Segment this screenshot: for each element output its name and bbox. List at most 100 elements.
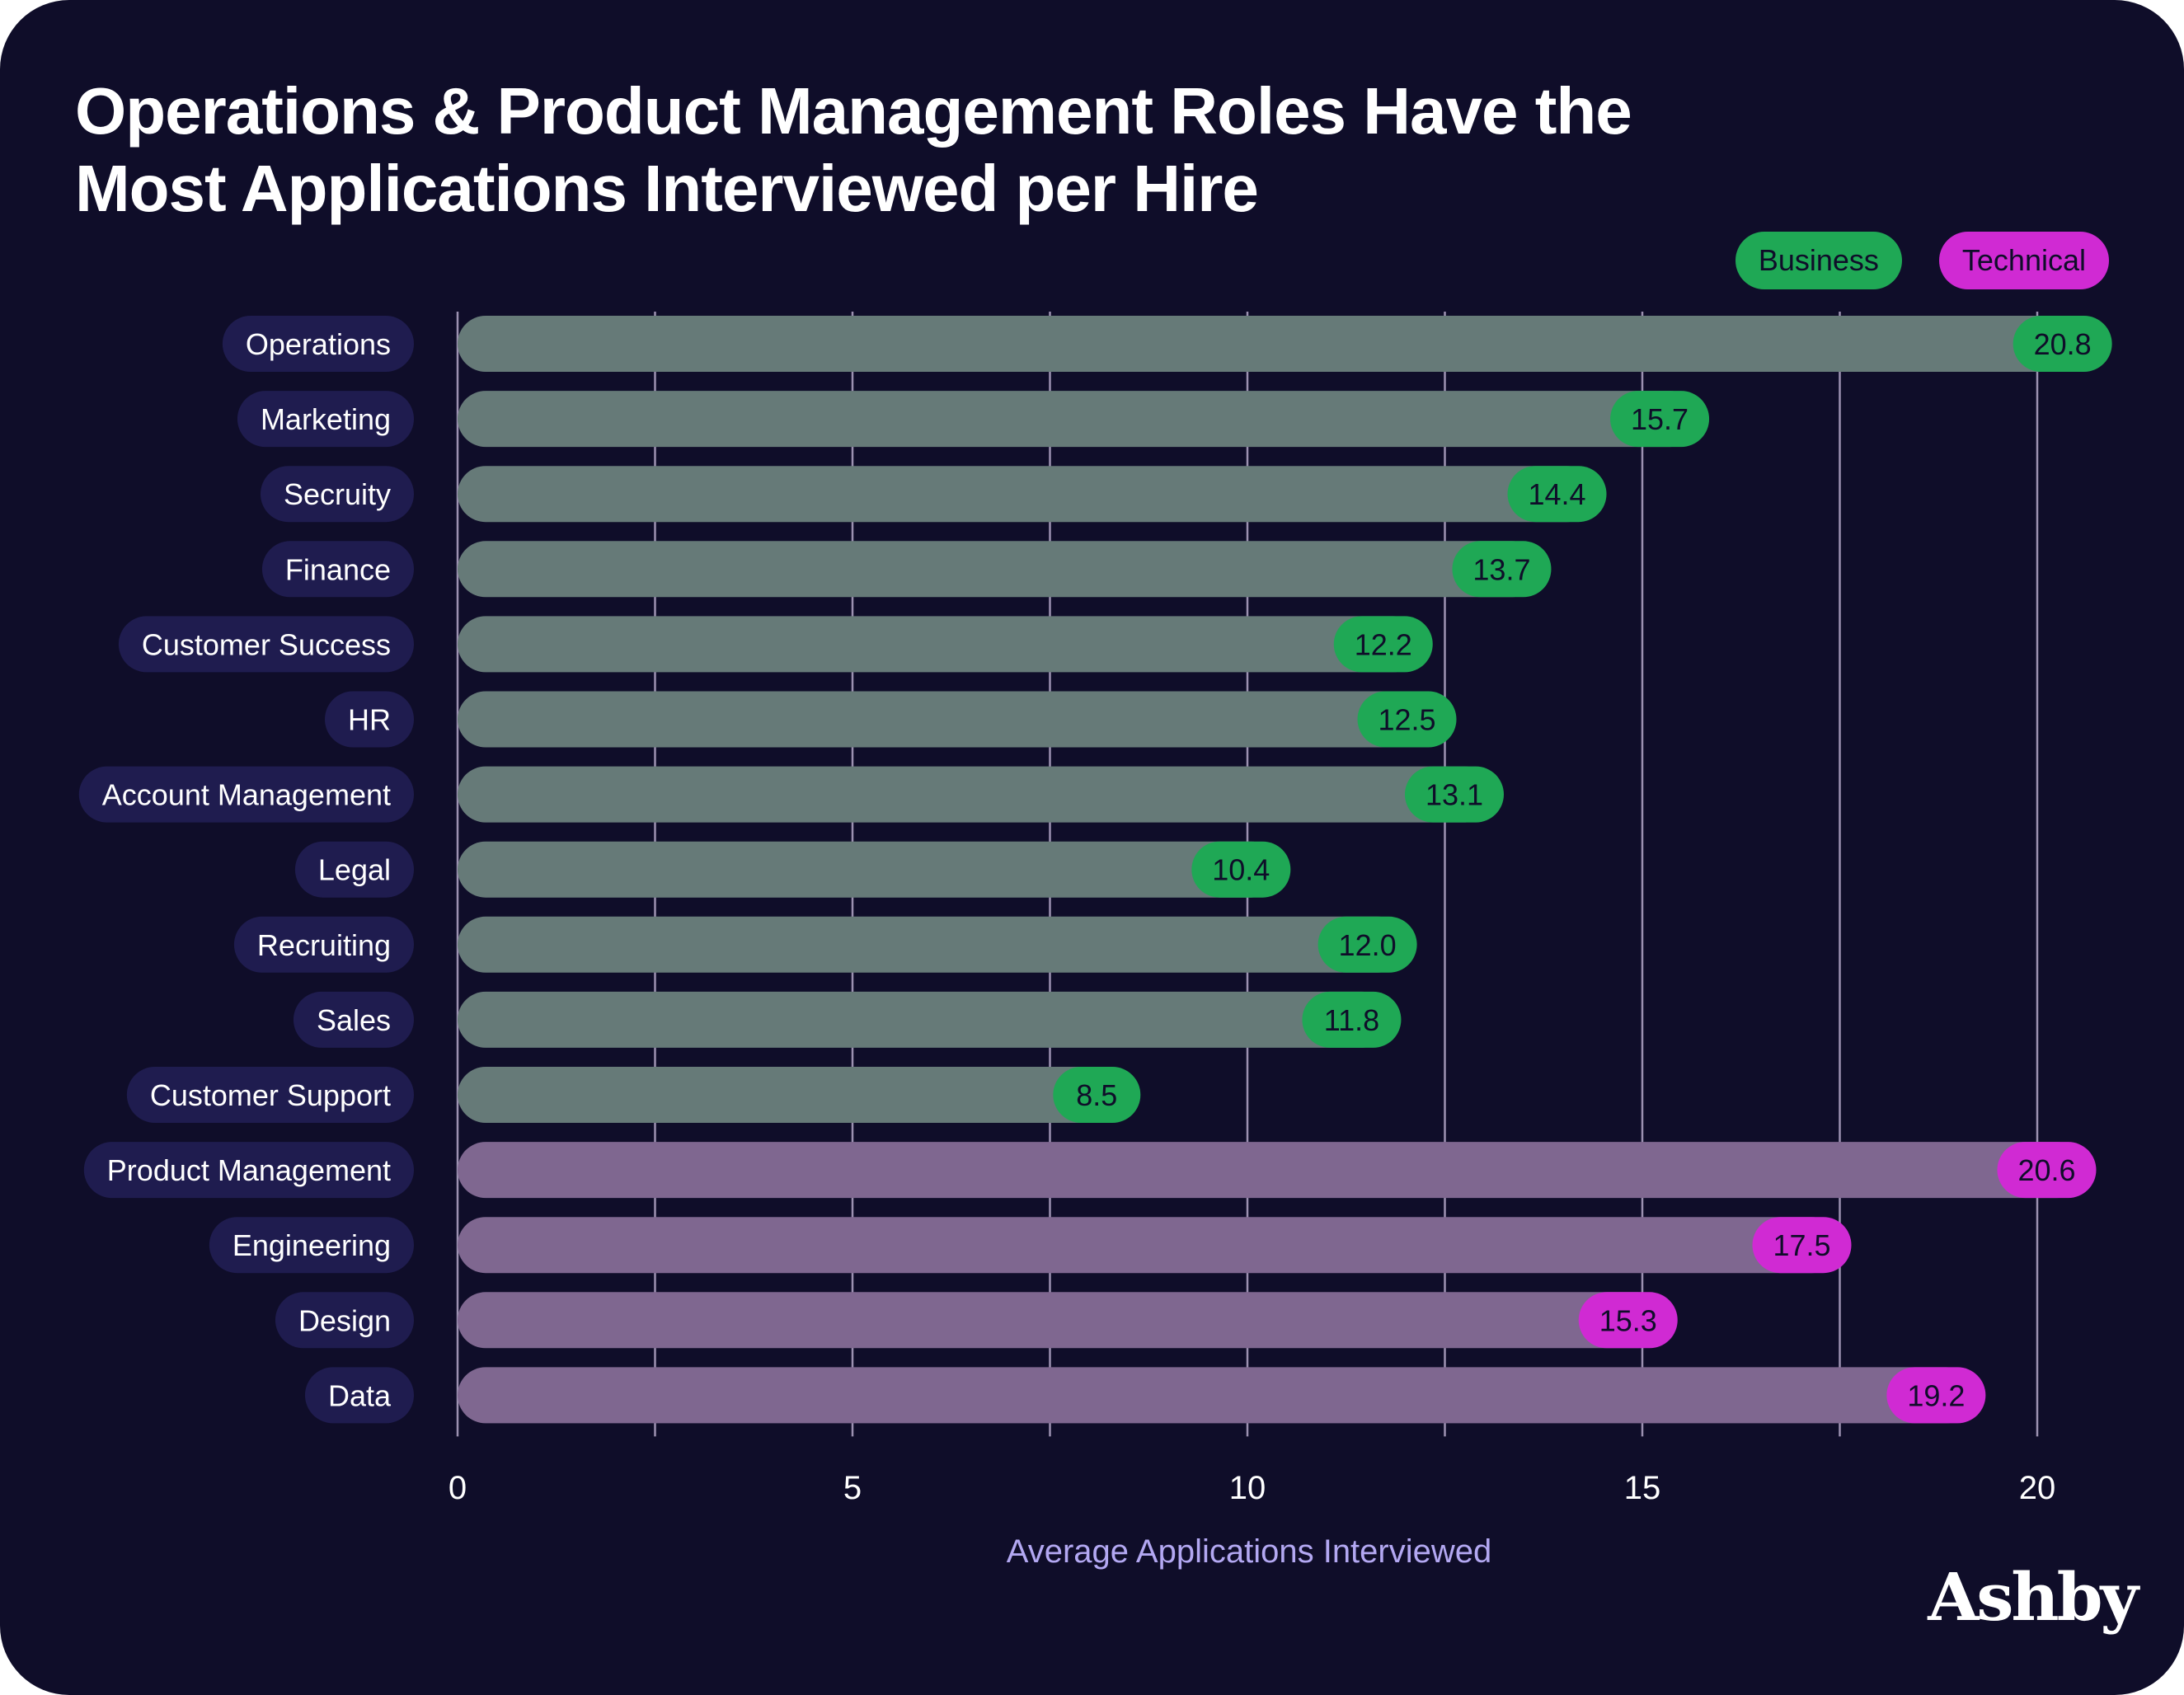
bar (458, 916, 1406, 973)
bar (458, 1217, 1840, 1274)
category-pill: Finance (261, 541, 414, 598)
category-label: Product Management (107, 1153, 391, 1187)
bar (458, 1367, 1975, 1424)
category-label: Legal (318, 853, 391, 887)
x-tick-label: 5 (843, 1470, 862, 1506)
x-tick-label: 0 (449, 1470, 467, 1506)
bar (458, 466, 1595, 523)
category-pill-bg (304, 1367, 414, 1424)
category-pill-bg (260, 466, 414, 523)
category-pill-bg (261, 541, 414, 598)
category-label: HR (348, 703, 391, 737)
category-pill: HR (325, 691, 414, 748)
category-pill: Legal (294, 841, 414, 898)
value-label: 15.3 (1599, 1303, 1657, 1337)
x-axis-title: Average Applications Interviewed (1007, 1533, 1492, 1570)
category-pill-bg (325, 691, 414, 748)
value-pill (1452, 541, 1552, 598)
value-label: 17.5 (1773, 1228, 1830, 1262)
category-pill-bg (293, 991, 414, 1048)
value-label: 20.8 (2034, 327, 2092, 361)
value-pill (1507, 466, 1607, 523)
bar (458, 841, 1280, 898)
value-pill (1404, 766, 1504, 823)
value-pill (1752, 1217, 1852, 1274)
value-pill (1317, 916, 1417, 973)
bar (458, 1142, 2085, 1199)
chart-title: Operations & Product Management Roles Ha… (75, 74, 1632, 225)
category-label: Design (298, 1303, 391, 1337)
value-label: 14.4 (1528, 477, 1585, 511)
value-pill (1333, 616, 1433, 673)
category-pill: Customer Success (118, 616, 414, 673)
category-label: Sales (317, 1003, 391, 1037)
bar (458, 691, 1445, 748)
bar (458, 616, 1421, 673)
value-label: 19.2 (1907, 1378, 1965, 1412)
value-pill (1578, 1292, 1678, 1349)
bar (458, 766, 1492, 823)
category-labels: Operations Marketing Secruity Finance Custom… (78, 316, 414, 1424)
x-tick-label: 10 (1229, 1470, 1266, 1506)
bar (458, 991, 1390, 1048)
value-label: 12.0 (1339, 928, 1397, 962)
value-label: 12.2 (1355, 627, 1412, 661)
category-label: Data (328, 1378, 392, 1412)
category-label: Recruiting (257, 928, 391, 962)
value-label: 13.1 (1425, 778, 1483, 812)
value-pill (1886, 1367, 1986, 1424)
category-pill-bg (233, 916, 414, 973)
bar (458, 316, 2101, 372)
category-label: Customer Success (142, 627, 391, 661)
category-pill: Data (304, 1367, 414, 1424)
bar (458, 391, 1698, 448)
bars: 20.8 15.7 14.4 13.7 12.2 12.5 13.1 10.4 12.0 11.8… (458, 316, 2112, 1424)
category-pill-bg (275, 1292, 414, 1349)
category-pill: Marketing (237, 391, 414, 448)
category-pill-bg (126, 1067, 414, 1123)
category-pill: Operations (222, 316, 414, 372)
category-label: Operations (246, 327, 391, 361)
category-pill: Recruiting (233, 916, 414, 973)
category-pill: Secruity (260, 466, 414, 523)
category-label: Finance (285, 552, 391, 586)
x-axis-ticks: 0 5 10 15 20 (449, 1470, 2055, 1506)
value-label: 20.6 (2017, 1153, 2075, 1187)
category-pill-bg (118, 616, 414, 673)
category-pill-bg (222, 316, 414, 372)
category-label: Customer Support (150, 1078, 391, 1112)
value-pill (2013, 316, 2112, 372)
legend: Business Technical (1735, 232, 2109, 289)
category-pill-bg (209, 1217, 414, 1274)
legend-item-technical: Technical (1938, 232, 2109, 289)
category-pill: Product Management (83, 1142, 414, 1199)
category-label: Marketing (261, 402, 391, 436)
bar (458, 1067, 1130, 1123)
ashby-logo: Ashby (1928, 1558, 2139, 1636)
value-pill (1610, 391, 1710, 448)
category-label: Account Management (102, 778, 391, 812)
legend-item-business: Business (1735, 232, 1902, 289)
value-label: 13.7 (1472, 552, 1530, 586)
value-label: 12.5 (1378, 703, 1435, 737)
category-pill-bg (294, 841, 414, 898)
bar (458, 1292, 1666, 1349)
x-tick-label: 15 (1624, 1470, 1661, 1506)
category-pill: Design (275, 1292, 414, 1349)
value-pill (1053, 1067, 1141, 1123)
x-tick-label: 20 (2019, 1470, 2056, 1506)
category-pill: Engineering (209, 1217, 414, 1274)
category-pill: Sales (293, 991, 414, 1048)
value-pill (1302, 991, 1402, 1048)
value-label: 15.7 (1631, 402, 1688, 436)
category-label: Secruity (284, 477, 391, 511)
category-pill: Account Management (78, 766, 414, 823)
value-label: 10.4 (1212, 853, 1270, 887)
category-pill-bg (78, 766, 414, 823)
value-label: 11.8 (1324, 1003, 1379, 1037)
category-pill: Customer Support (126, 1067, 414, 1123)
bar (458, 541, 1540, 598)
value-pill (1357, 691, 1457, 748)
